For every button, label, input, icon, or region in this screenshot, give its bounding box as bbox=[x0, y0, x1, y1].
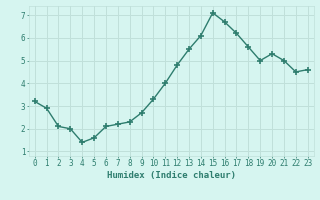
X-axis label: Humidex (Indice chaleur): Humidex (Indice chaleur) bbox=[107, 171, 236, 180]
